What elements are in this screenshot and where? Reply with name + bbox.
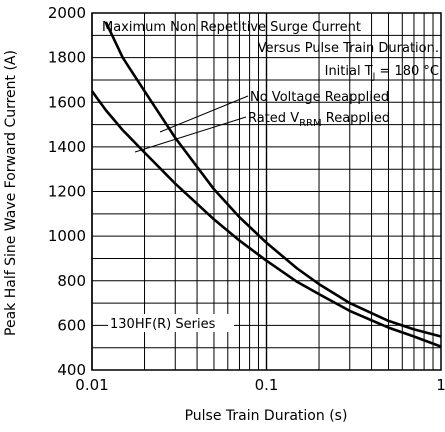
- y-tick-label: 1600: [48, 93, 86, 111]
- curve-label-rated-prefix: Rated V: [248, 111, 299, 126]
- series-label-background: [108, 314, 234, 332]
- plot-frame: [91, 12, 442, 371]
- chart-note-line1: Maximum Non Repetitive Surge Current: [102, 20, 361, 35]
- chart-note-line2: Versus Pulse Train Duration.: [258, 41, 439, 56]
- leader-line-rated-vrrm: [134, 116, 247, 153]
- curve-label-rated-vrrm: Rated VRRM Reapplied: [248, 111, 390, 129]
- curve-label-rated-suffix: Reapplied: [322, 111, 391, 126]
- y-tick-label: 1000: [48, 227, 86, 245]
- y-axis-title: Peak Half Sine Wave Forward Current (A): [3, 50, 19, 336]
- y-tick-label: 400: [57, 361, 86, 379]
- y-tick-label: 600: [57, 316, 86, 334]
- y-tick-label: 2000: [48, 4, 86, 22]
- annotation-leaders: [134, 95, 249, 153]
- series-line-2: [90, 90, 442, 348]
- series-line-1: [104, 21, 442, 338]
- x-axis-title: Pulse Train Duration (s): [185, 408, 348, 424]
- y-tick-label: 1800: [48, 49, 86, 67]
- chart-note-line3: Initial TJ = 180 °C: [325, 64, 439, 82]
- tick-labels: 0.01 0.1 140060080010001200140016001800200…: [48, 4, 445, 394]
- y-tick-label: 1400: [48, 138, 86, 156]
- x-tick-label: 0.1: [255, 376, 279, 394]
- curve-label-no-voltage: No Voltage Reapplied: [250, 90, 389, 105]
- leader-line-no-voltage: [159, 95, 249, 133]
- curve-label-rated-subscript: RRM: [299, 118, 322, 129]
- x-tick-label: 1: [436, 376, 445, 394]
- series-label: 130HF(R) Series: [110, 317, 216, 332]
- y-tick-label: 800: [57, 272, 86, 290]
- x-tick-label: 0.01: [75, 376, 108, 394]
- chart-note-line3-subscript: J: [372, 72, 376, 82]
- y-tick-label: 1200: [48, 183, 86, 201]
- chart-note-line3-suffix: = 180 °C: [375, 64, 439, 79]
- chart-note-line3-prefix: Initial T: [325, 64, 373, 79]
- curves: [90, 21, 442, 348]
